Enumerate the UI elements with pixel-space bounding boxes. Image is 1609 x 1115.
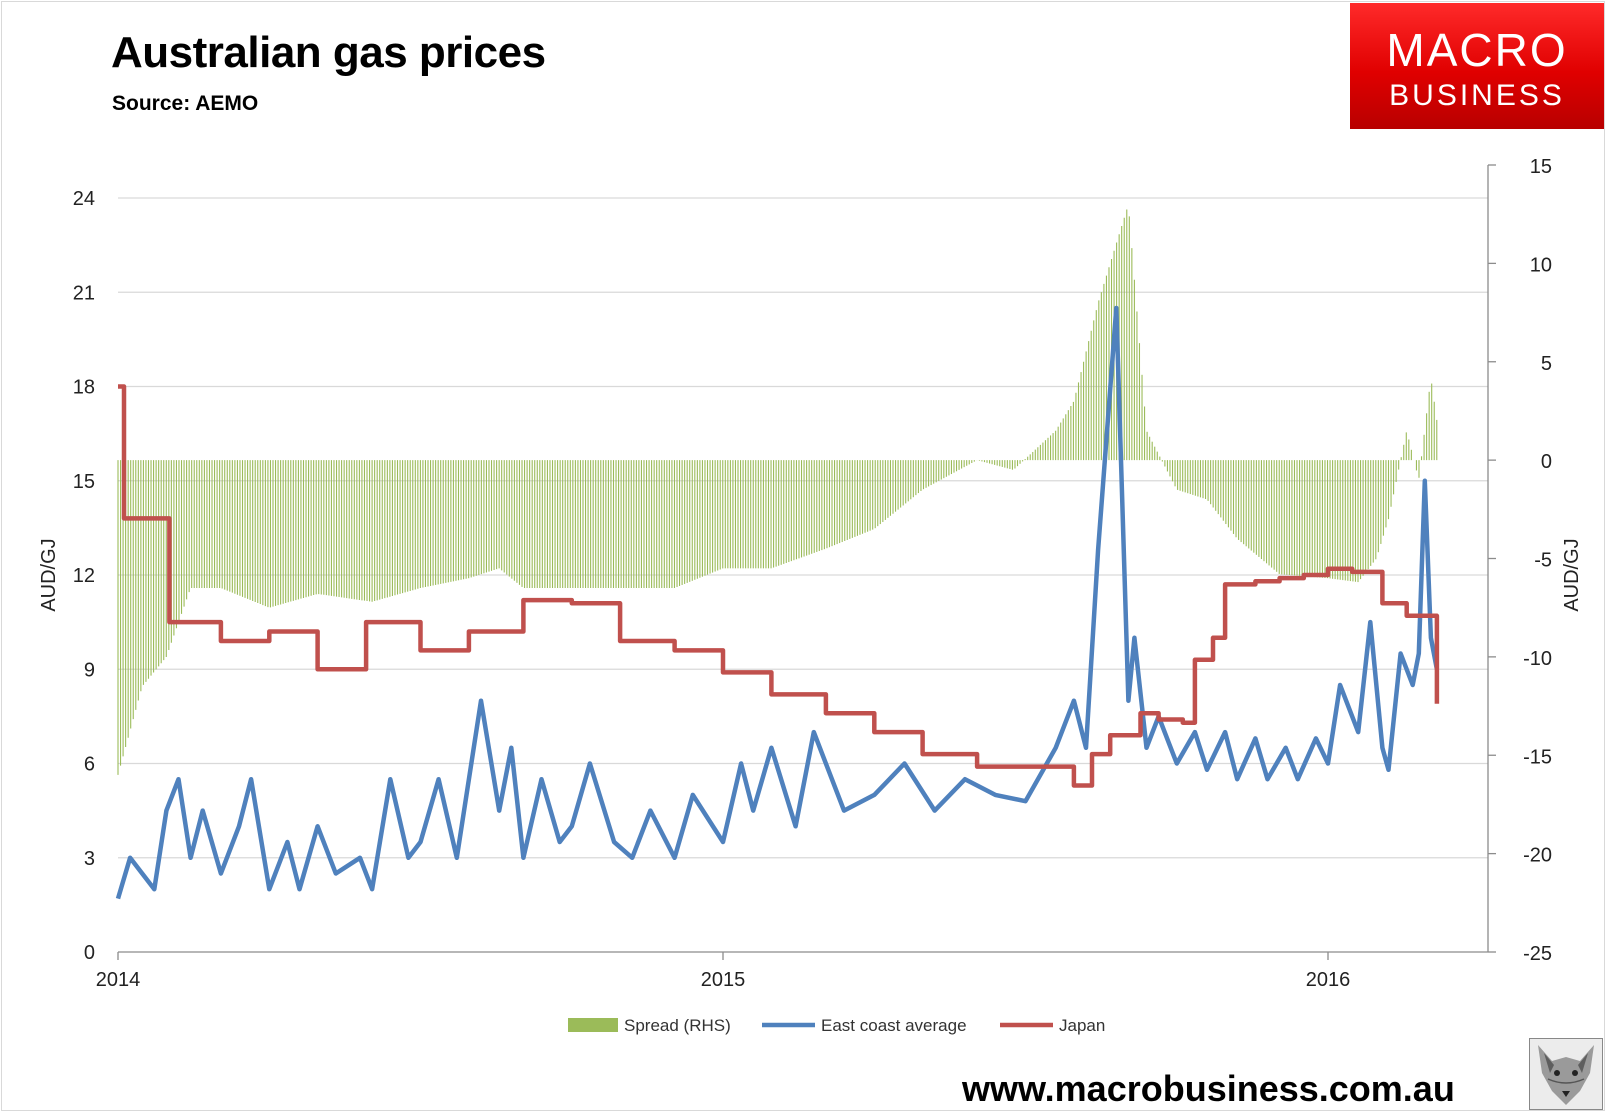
japan-line xyxy=(118,384,1440,788)
legend: Spread (RHS) East coast average Japan xyxy=(568,1016,1105,1035)
y-tick-label: 12 xyxy=(73,565,95,587)
y2-tick-label: 0 xyxy=(1541,451,1552,473)
logo-line-2: BUSINESS xyxy=(1389,79,1565,112)
y-tick-label: 24 xyxy=(73,188,95,210)
y-tick-label: 15 xyxy=(73,471,95,493)
y2-tick-label: -5 xyxy=(1534,550,1552,572)
east-coast-average-line xyxy=(115,305,1440,900)
y-axis-title: AUD/GJ xyxy=(38,538,60,611)
y2-tick-label: -20 xyxy=(1523,845,1552,867)
x-tick-label: 2015 xyxy=(701,969,746,991)
y-tick-label: 9 xyxy=(84,659,95,681)
macro-business-logo: MACRO BUSINESS xyxy=(1350,3,1604,129)
legend-label-spread: Spread (RHS) xyxy=(624,1016,731,1035)
fox-mascot-icon xyxy=(1529,1038,1603,1110)
legend-label-japan: Japan xyxy=(1059,1016,1105,1035)
y-tick-label: 3 xyxy=(84,848,95,870)
x-tick-label: 2016 xyxy=(1306,969,1351,991)
y-tick-label: 21 xyxy=(73,282,95,304)
y2-tick-label: -25 xyxy=(1523,943,1552,965)
y2-axis-title: AUD/GJ xyxy=(1561,538,1583,611)
spread-bars xyxy=(117,209,1438,775)
website-url: www.macrobusiness.com.au xyxy=(962,1068,1455,1109)
legend-swatch-spread xyxy=(568,1018,618,1032)
chart-title: Australian gas prices xyxy=(111,28,546,77)
y-tick-label: 18 xyxy=(73,377,95,399)
y2-tick-label: 5 xyxy=(1541,353,1552,375)
y-tick-label: 0 xyxy=(84,942,95,964)
x-tick-label: 2014 xyxy=(96,969,141,991)
y2-tick-label: 10 xyxy=(1530,254,1552,276)
chart-source: Source: AEMO xyxy=(112,92,259,115)
y2-tick-label: 15 xyxy=(1530,156,1552,178)
y-tick-label: 6 xyxy=(84,754,95,776)
series-lines xyxy=(115,305,1440,900)
y2-tick-label: -10 xyxy=(1523,648,1552,670)
axes: 0 3 6 9 12 15 18 21 24 -25 -20 -15 -10 -5 0 5 10 15 2014 20… xyxy=(38,156,1583,991)
y2-tick-label: -15 xyxy=(1523,746,1552,768)
logo-line-1: MACRO xyxy=(1386,24,1568,76)
legend-label-east-coast: East coast average xyxy=(821,1016,967,1035)
